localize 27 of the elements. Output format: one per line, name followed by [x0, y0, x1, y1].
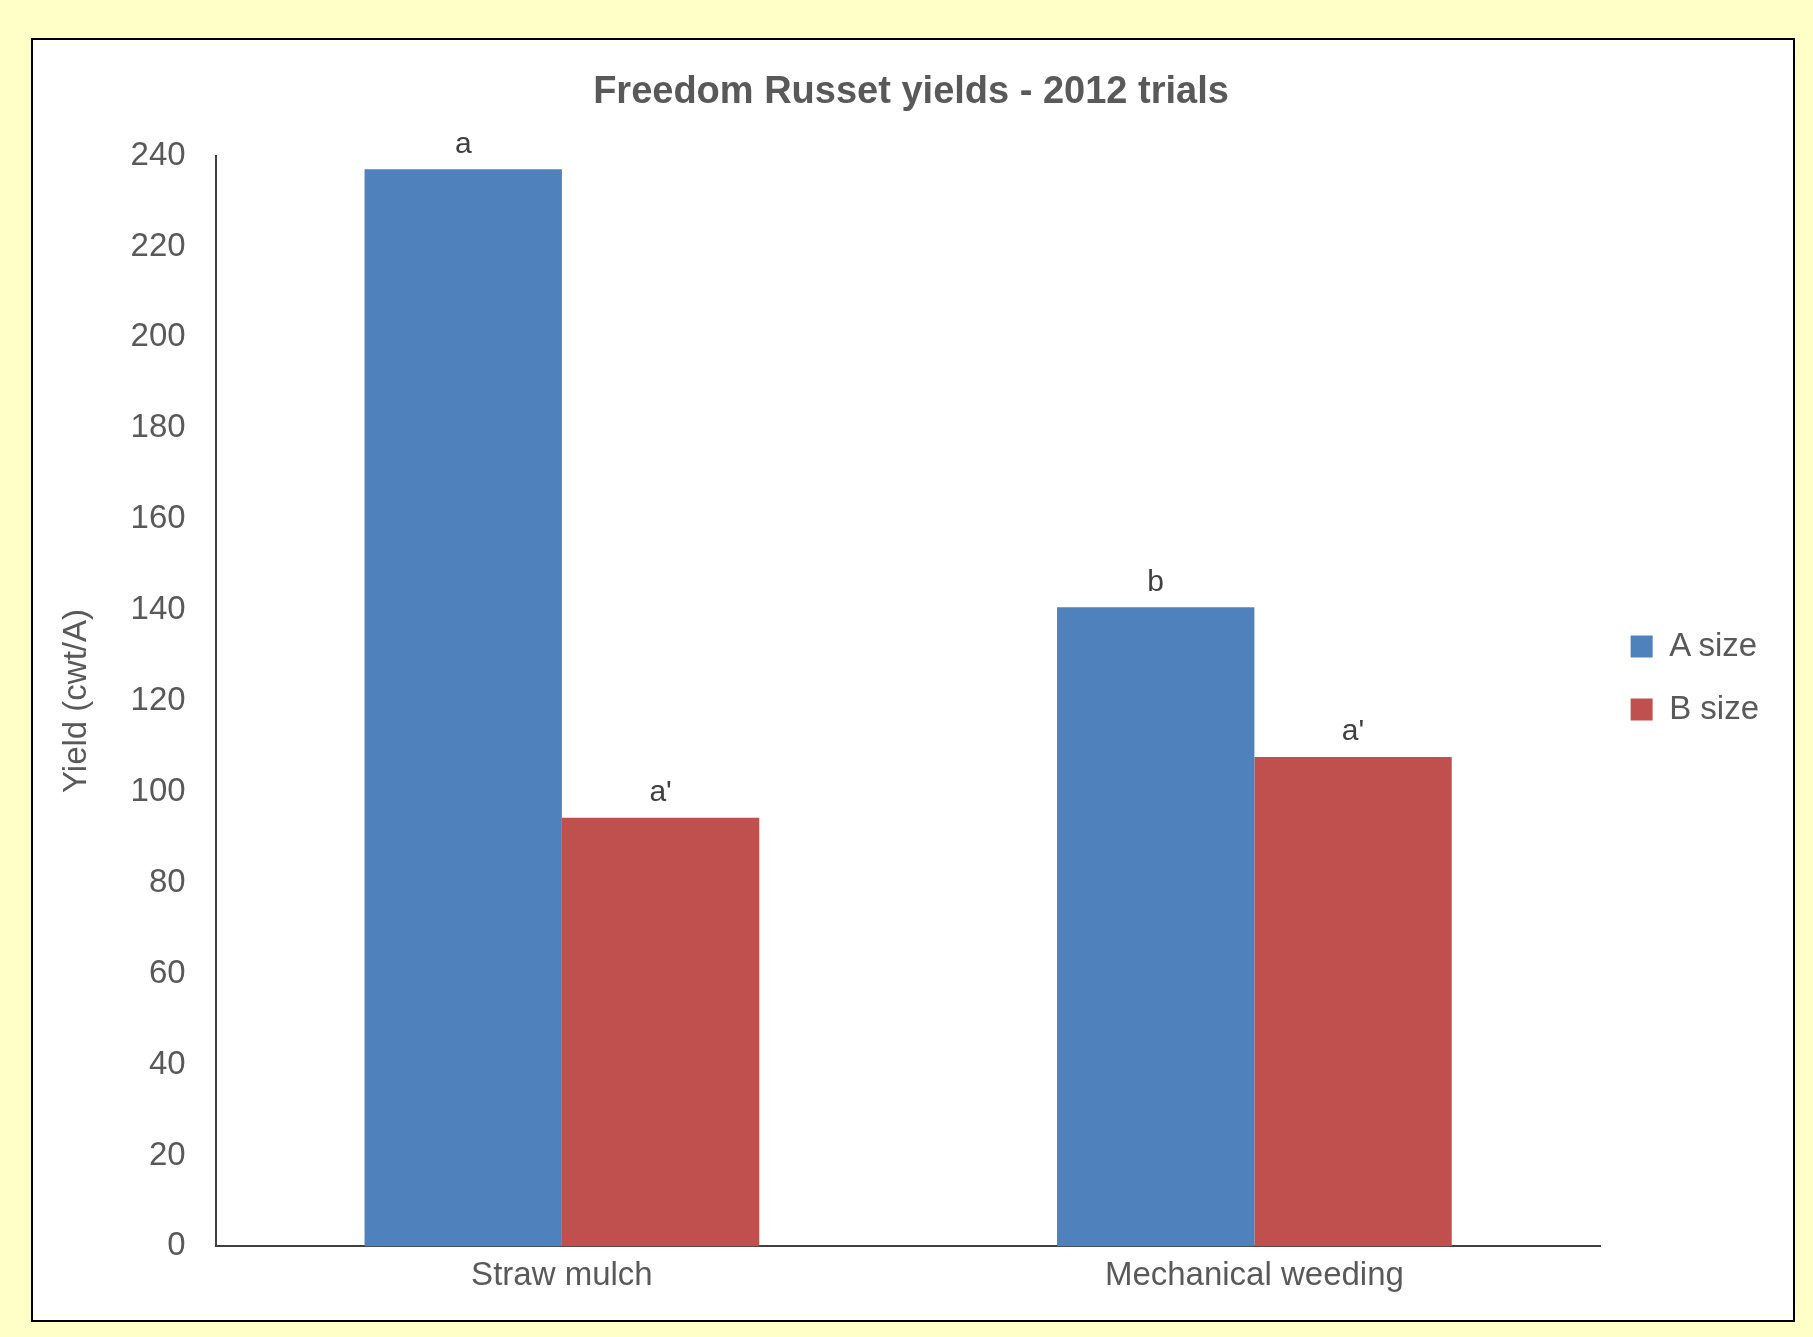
y-tick-label: 40: [148, 1043, 186, 1081]
y-tick-label: 140: [130, 589, 186, 627]
y-tick-label: 60: [148, 952, 186, 990]
y-tick-label: 120: [130, 680, 186, 718]
legend-label: B size: [1669, 688, 1760, 726]
x-tick-label: Straw mulch: [471, 1255, 653, 1293]
bar: [561, 817, 760, 1247]
bar: [1057, 607, 1255, 1247]
y-tick-label: 240: [130, 134, 186, 172]
bar: [364, 169, 562, 1247]
y-axis-title: Yield (cwt/A): [55, 609, 93, 793]
x-tick-label: Mechanical weeding: [1104, 1255, 1404, 1293]
chart-title: Freedom Russet yields - 2012 trials: [593, 69, 1229, 112]
annotation: a': [649, 774, 672, 808]
annotation: a': [1341, 713, 1365, 747]
bar: [1254, 756, 1452, 1247]
y-tick-label: 160: [130, 498, 186, 536]
annotation: a: [454, 125, 472, 159]
legend-label: A size: [1669, 625, 1758, 663]
y-tick-label: 180: [130, 407, 186, 445]
y-tick-label: 80: [148, 861, 186, 899]
y-tick-label: 100: [130, 770, 186, 808]
y-tick-label: 0: [167, 1225, 186, 1263]
y-tick-label: 220: [130, 225, 186, 263]
y-tick-label: 200: [130, 316, 186, 354]
y-tick-label: 20: [148, 1134, 186, 1172]
annotation: b: [1147, 563, 1165, 597]
